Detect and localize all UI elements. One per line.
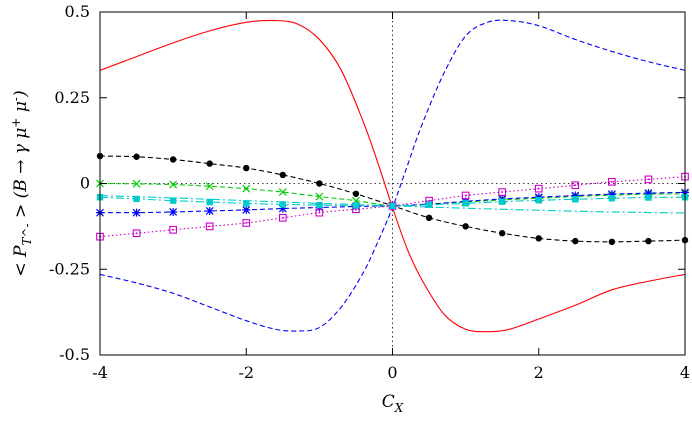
y-tick-label: -0.25 xyxy=(49,259,90,278)
x-tick-label: 2 xyxy=(534,363,544,382)
series-6-point-6 xyxy=(278,213,287,222)
x-tick-label: 0 xyxy=(387,363,397,382)
series-7-point-15 xyxy=(608,195,616,202)
y-axis-label: < PT^- > (B → γ μ+ μ-) xyxy=(9,90,34,276)
series-3-point-10 xyxy=(425,214,433,221)
series-5-point-5 xyxy=(242,205,251,214)
series-4-point-3 xyxy=(169,180,178,189)
series-6-point-11 xyxy=(461,191,470,200)
series-3-point-5 xyxy=(243,164,250,172)
series-5-point-4 xyxy=(205,206,214,215)
series-3-point-16 xyxy=(645,237,652,245)
series-6-point-15 xyxy=(608,177,616,186)
series-3-point-11 xyxy=(462,223,469,230)
series-3-point-2 xyxy=(133,153,140,160)
series-5-point-14 xyxy=(571,191,580,200)
series-line-6 xyxy=(100,176,685,238)
y-tick-label: 0 xyxy=(80,174,90,193)
series-6-point-13 xyxy=(534,184,543,193)
series-7-point-14 xyxy=(572,196,579,203)
y-tick-label: 0.25 xyxy=(54,88,90,107)
series-7-point-11 xyxy=(462,200,469,207)
series-5-point-6 xyxy=(278,204,287,213)
series-5-point-16 xyxy=(644,189,653,198)
series-7-point-16 xyxy=(645,194,652,201)
series-5-point-3 xyxy=(169,207,178,216)
series-7-point-12 xyxy=(498,198,506,205)
x-axis-title: CX xyxy=(382,392,404,415)
series-4-point-6 xyxy=(278,188,287,196)
series-7-point-4 xyxy=(206,198,213,206)
series-7-point-2 xyxy=(133,195,140,203)
series-3-point-13 xyxy=(535,235,542,242)
y-tick-label: 0.5 xyxy=(65,2,90,21)
x-tick-label: -4 xyxy=(92,363,108,382)
series-4-point-7 xyxy=(315,192,324,201)
series-5-point-15 xyxy=(607,190,616,199)
ticks-layer: -4 -2 0 2 4 0.5 0.25 0 -0.25 -0.5 xyxy=(49,2,690,382)
series-7-point-13 xyxy=(535,197,542,204)
series-3-point-3 xyxy=(169,156,177,163)
series-4-point-5 xyxy=(242,184,251,193)
series-3-point-15 xyxy=(608,238,616,246)
series-7-point-5 xyxy=(243,200,250,207)
series-3-point-12 xyxy=(498,230,506,237)
y-tick-label: -0.5 xyxy=(59,345,90,364)
series-3-point-6 xyxy=(279,171,287,179)
series-7-point-6 xyxy=(279,201,287,208)
series-6-point-16 xyxy=(644,175,653,184)
x-tick-label: 4 xyxy=(680,363,690,382)
series-6-point-2 xyxy=(132,229,141,238)
series-3-point-4 xyxy=(206,160,213,167)
x-axis-label: CX xyxy=(382,392,404,415)
series-3-point-7 xyxy=(316,180,323,187)
y-axis-title: < PT^- > (B → γ μ+ μ-) xyxy=(9,90,34,276)
series-4-point-4 xyxy=(205,182,214,191)
reference-lines xyxy=(100,12,685,355)
series-7-point-3 xyxy=(169,197,177,204)
series-5-point-2 xyxy=(132,208,141,217)
series-7-point-7 xyxy=(316,201,323,209)
series-6-point-4 xyxy=(205,222,214,231)
series-6-point-12 xyxy=(498,188,507,196)
series-3-point-8 xyxy=(352,190,360,197)
series-line-4 xyxy=(100,182,685,207)
series-4-point-2 xyxy=(132,179,141,188)
series-7-point-10 xyxy=(425,201,433,208)
series-6-point-3 xyxy=(169,225,177,234)
series-6-point-5 xyxy=(242,219,251,227)
series-7-point-8 xyxy=(352,202,360,209)
series-6-point-14 xyxy=(571,181,580,190)
x-tick-label: -2 xyxy=(238,363,254,382)
series-6-point-7 xyxy=(315,208,324,217)
series-7-point-9 xyxy=(389,202,396,209)
series-3-point-14 xyxy=(572,237,579,245)
